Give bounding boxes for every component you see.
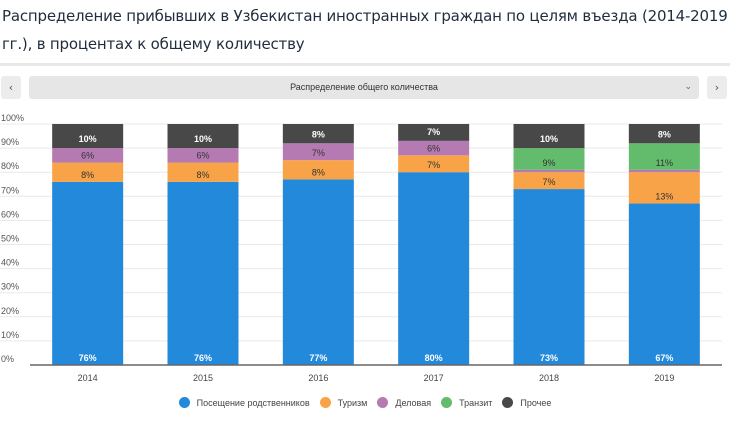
y-tick-label: 100% [1, 113, 24, 123]
next-button[interactable]: › [707, 76, 727, 99]
data-label: 13% [655, 192, 673, 202]
data-label: 8% [312, 167, 325, 177]
data-label: 6% [81, 151, 94, 161]
bar-segment[interactable] [513, 169, 585, 173]
bar-segment[interactable] [628, 143, 700, 170]
legend-item[interactable]: Туризм [319, 397, 368, 408]
data-label: 9% [542, 158, 555, 168]
bar-segment[interactable] [513, 148, 585, 170]
previous-button[interactable]: ‹ [1, 76, 21, 99]
data-label: 7% [427, 127, 440, 137]
data-label: 10% [194, 134, 212, 144]
chevron-left-icon: ‹ [8, 81, 14, 94]
legend-label: Туризм [337, 397, 368, 408]
x-tick-label: 2018 [539, 373, 559, 383]
chevron-right-icon: › [714, 81, 720, 94]
x-axis-ticks: 2014 2015 2016 2017 2018 2019 [78, 373, 675, 383]
legend-dot-icon [441, 397, 453, 408]
data-label: 6% [427, 143, 440, 153]
data-label: 8% [81, 170, 94, 180]
y-tick-label: 50% [1, 234, 19, 244]
data-label: 67% [655, 353, 673, 363]
y-tick-label: 60% [1, 209, 19, 219]
data-label: 8% [658, 129, 671, 139]
y-tick-label: 0% [1, 354, 14, 364]
legend-item[interactable]: Транзит [441, 397, 492, 408]
bar-segment[interactable] [52, 162, 124, 182]
view-select[interactable]: Распределение общего количества ⌄ [29, 76, 699, 99]
data-label: 10% [540, 134, 558, 144]
data-label: 77% [309, 353, 327, 363]
bar-segment[interactable] [513, 172, 585, 190]
bar-segment[interactable] [513, 189, 585, 365]
y-tick-label: 90% [1, 137, 19, 147]
data-label: 8% [312, 129, 325, 139]
legend-dot-icon [178, 397, 190, 408]
data-label: 6% [196, 151, 209, 161]
legend-label: Посещение родственников [196, 397, 310, 408]
legend-label: Транзит [459, 397, 493, 408]
chevron-down-icon: ⌄ [684, 82, 692, 92]
y-tick-label: 30% [1, 282, 19, 292]
bar-segment[interactable] [628, 172, 700, 204]
data-label: 73% [540, 353, 558, 363]
bar-segment[interactable] [282, 160, 354, 180]
y-axis-ticks: 0% 10% 20% 30% 40% 50% 60% 70% 80% 90% 100% [1, 113, 24, 364]
data-label: 7% [312, 148, 325, 158]
bar-segment[interactable] [398, 140, 470, 156]
bar-segment[interactable] [513, 124, 585, 149]
bar-segment[interactable] [167, 148, 239, 163]
bar-segment[interactable] [628, 169, 700, 173]
data-label: 10% [79, 134, 97, 144]
bar-segment[interactable] [282, 124, 354, 144]
bar-segment[interactable] [52, 124, 124, 149]
legend-dot-icon [377, 397, 389, 408]
bar-segment[interactable] [628, 124, 700, 144]
legend-label: Деловая [395, 397, 432, 408]
bar-segment[interactable] [282, 143, 354, 161]
x-tick-label: 2015 [193, 373, 213, 383]
y-tick-label: 40% [1, 258, 19, 268]
legend-label: Прочее [520, 397, 552, 408]
stacked-bar-chart: 0% 10% 20% 30% 40% 50% 60% 70% 80% 90% 100% 76% 8% 6… [0, 113, 722, 383]
bar-segment[interactable] [167, 162, 239, 182]
bar-segment[interactable] [167, 181, 239, 365]
x-tick-label: 2017 [424, 373, 444, 383]
title-divider [0, 63, 730, 66]
bar-segment[interactable] [167, 124, 239, 149]
bar-segment[interactable] [282, 179, 354, 365]
data-labels: 76% 8% 6% 10% 76% 8% 6% 10% 77% 8% 7% 8% 80% 7% 6% 7% 73… [79, 127, 674, 363]
view-select-value: Распределение общего количества [290, 82, 438, 92]
x-tick-label: 2019 [654, 373, 674, 383]
x-tick-label: 2014 [78, 373, 98, 383]
chart-title: Распределение прибывших в Узбекистан ино… [2, 7, 728, 53]
y-tick-label: 80% [1, 161, 19, 171]
data-label: 7% [427, 160, 440, 170]
bar-segment[interactable] [52, 181, 124, 365]
data-label: 7% [542, 177, 555, 187]
bar-segment[interactable] [52, 148, 124, 163]
legend-item[interactable]: Посещение родственников [178, 397, 310, 408]
data-label: 76% [194, 353, 212, 363]
legend: Посещение родственников Туризм Деловая Тран… [0, 397, 730, 408]
data-label: 8% [196, 170, 209, 180]
x-tick-label: 2016 [308, 373, 328, 383]
bar-segment[interactable] [398, 172, 470, 365]
y-tick-label: 10% [1, 330, 19, 340]
legend-item[interactable]: Прочее [502, 397, 551, 408]
data-label: 80% [425, 353, 443, 363]
bar-segment[interactable] [398, 155, 470, 173]
y-tick-label: 20% [1, 306, 19, 316]
legend-dot-icon [502, 397, 514, 408]
bar-segment[interactable] [398, 124, 470, 141]
y-tick-label: 70% [1, 185, 19, 195]
data-label: 76% [79, 353, 97, 363]
legend-dot-icon [319, 397, 331, 408]
bar-segment[interactable] [628, 203, 700, 365]
legend-item[interactable]: Деловая [377, 397, 431, 408]
bars [52, 124, 700, 365]
data-label: 11% [656, 158, 673, 168]
